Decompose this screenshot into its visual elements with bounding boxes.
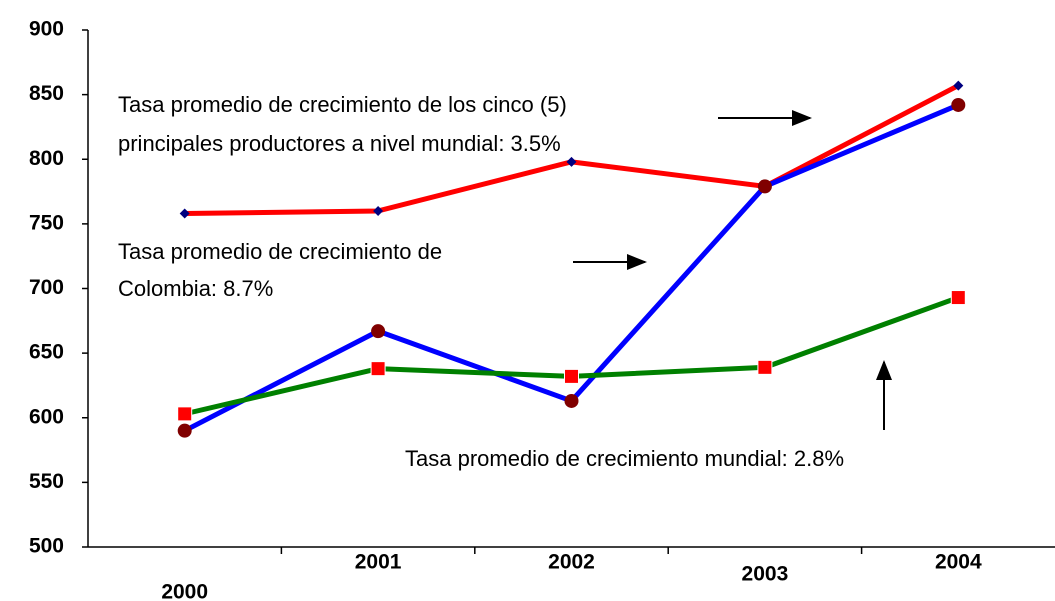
x-tick-label: 2001 <box>355 551 402 574</box>
y-tick-label: 800 <box>29 147 64 170</box>
marker <box>371 324 386 339</box>
y-tick-label: 700 <box>29 276 64 299</box>
marker <box>564 393 579 408</box>
marker <box>950 290 966 306</box>
x-tick-label: 2002 <box>548 551 595 574</box>
y-tick-label: 750 <box>29 211 64 234</box>
marker <box>177 406 193 422</box>
marker <box>757 359 773 375</box>
annotation: Colombia: 8.7% <box>118 276 273 301</box>
marker <box>757 179 772 194</box>
marker <box>177 423 192 438</box>
x-tick-label: 2000 <box>161 581 208 601</box>
y-tick-label: 900 <box>29 18 64 41</box>
y-tick-label: 600 <box>29 405 64 428</box>
annotation: Tasa promedio de crecimiento mundial: 2.… <box>405 446 844 471</box>
annotation: Tasa promedio de crecimiento de <box>118 239 442 264</box>
marker <box>566 156 577 167</box>
y-tick-label: 550 <box>29 470 64 493</box>
y-tick-label: 850 <box>29 82 64 105</box>
y-tick-label: 650 <box>29 341 64 364</box>
x-tick-label: 2003 <box>742 563 789 586</box>
annotation: principales productores a nivel mundial:… <box>118 131 561 156</box>
marker <box>373 205 384 216</box>
marker <box>370 361 386 377</box>
marker <box>179 208 190 219</box>
marker <box>951 97 966 112</box>
x-tick-label: 2004 <box>935 551 982 574</box>
marker <box>564 368 579 384</box>
y-tick-label: 500 <box>29 535 64 558</box>
marker <box>953 80 964 91</box>
annotation: Tasa promedio de crecimiento de los cinc… <box>118 92 567 117</box>
